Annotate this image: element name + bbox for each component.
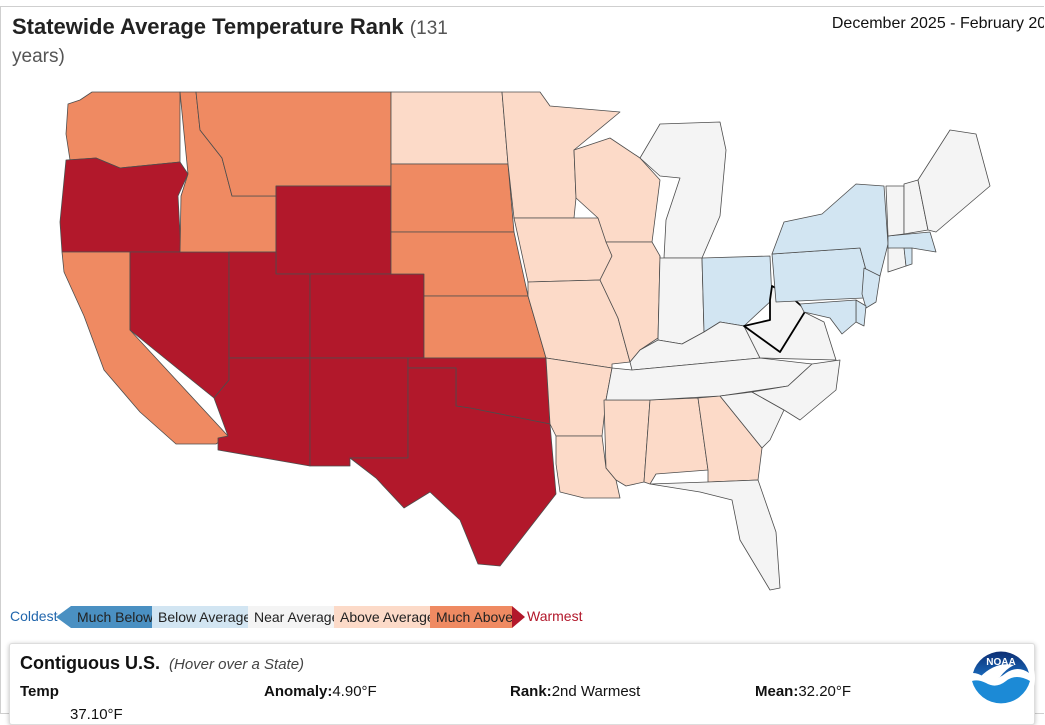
info-mean-label: Mean: (755, 683, 799, 700)
state-ia[interactable] (513, 217, 613, 283)
info-anomaly-label: Anomaly: (264, 683, 333, 700)
state-fl[interactable] (649, 479, 781, 591)
legend: Coldest Much Below Below Average Near Av… (0, 606, 620, 630)
state-nd[interactable] (390, 91, 509, 165)
info-variable: Temp (20, 683, 59, 700)
state-ny[interactable] (771, 183, 889, 277)
legend-warmest-label: Warmest (527, 608, 583, 624)
map-panel: Statewide Average Temperature Rank (131 … (0, 6, 1044, 714)
state-nc[interactable] (751, 359, 841, 421)
legend-near-average-label: Near Average (254, 609, 334, 625)
page-title: Statewide Average Temperature Rank (131 … (12, 14, 492, 70)
title-years: (131 years) (12, 18, 448, 67)
state-ms[interactable] (603, 399, 651, 487)
legend-below-average-label: Below Average (158, 609, 248, 625)
state-sc[interactable] (719, 391, 785, 449)
legend-much-above: Much Above (430, 606, 512, 628)
legend-above-average-label: Above Average (340, 609, 430, 625)
legend-left-arrow-icon (56, 606, 71, 628)
title-text: Statewide Average Temperature Rank (12, 14, 404, 39)
legend-right-arrow-icon (512, 606, 525, 628)
info-variable-label: Temp (20, 683, 59, 700)
state-nm[interactable] (309, 357, 409, 467)
legend-near-average: Near Average (248, 606, 334, 628)
state-me[interactable] (917, 129, 991, 233)
state-or[interactable] (59, 157, 189, 253)
info-anomaly: Anomaly:4.90°F (264, 683, 377, 700)
info-mean: Mean:32.20°F (755, 683, 851, 700)
info-mean-value: 32.20°F (798, 683, 852, 700)
state-ar[interactable] (545, 357, 613, 437)
state-nj[interactable] (861, 267, 881, 309)
legend-coldest-label: Coldest (10, 608, 58, 624)
state-ma[interactable] (887, 231, 937, 253)
state-in[interactable] (657, 255, 705, 345)
state-la[interactable] (555, 435, 621, 499)
state-al[interactable] (643, 397, 709, 485)
info-panel: Contiguous U.S. (Hover over a State) Tem… (9, 643, 1035, 725)
noaa-logo-text: NOAA (986, 657, 1015, 668)
info-region: Contiguous U.S. (20, 653, 160, 673)
state-wa[interactable] (65, 91, 181, 169)
info-header: Contiguous U.S. (Hover over a State) (20, 653, 304, 674)
info-anomaly-value: 4.90°F (332, 683, 377, 700)
info-rank-value: 2nd Warmest (551, 683, 641, 700)
state-sd[interactable] (390, 163, 515, 233)
state-tx[interactable] (349, 367, 557, 567)
info-rank-label: Rank: (510, 683, 552, 700)
state-oh[interactable] (701, 255, 773, 333)
legend-below-average: Below Average (152, 606, 248, 628)
state-wy[interactable] (275, 185, 392, 275)
state-ks[interactable] (423, 295, 547, 359)
legend-above-average: Above Average (334, 606, 430, 628)
state-md[interactable] (799, 299, 857, 335)
info-rank: Rank:2nd Warmest (510, 683, 640, 700)
noaa-logo-icon[interactable]: NOAA (966, 643, 1036, 713)
state-ct[interactable] (887, 245, 907, 273)
state-co[interactable] (309, 273, 425, 359)
state-pa[interactable] (771, 247, 867, 303)
legend-much-below-label: Much Below (77, 609, 152, 625)
legend-much-below: Much Below (71, 606, 152, 628)
state-vt[interactable] (885, 185, 905, 237)
info-hint: (Hover over a State) (169, 656, 305, 673)
period-label: December 2025 - February 2026 (831, 15, 1044, 32)
legend-much-above-label: Much Above (436, 609, 512, 625)
